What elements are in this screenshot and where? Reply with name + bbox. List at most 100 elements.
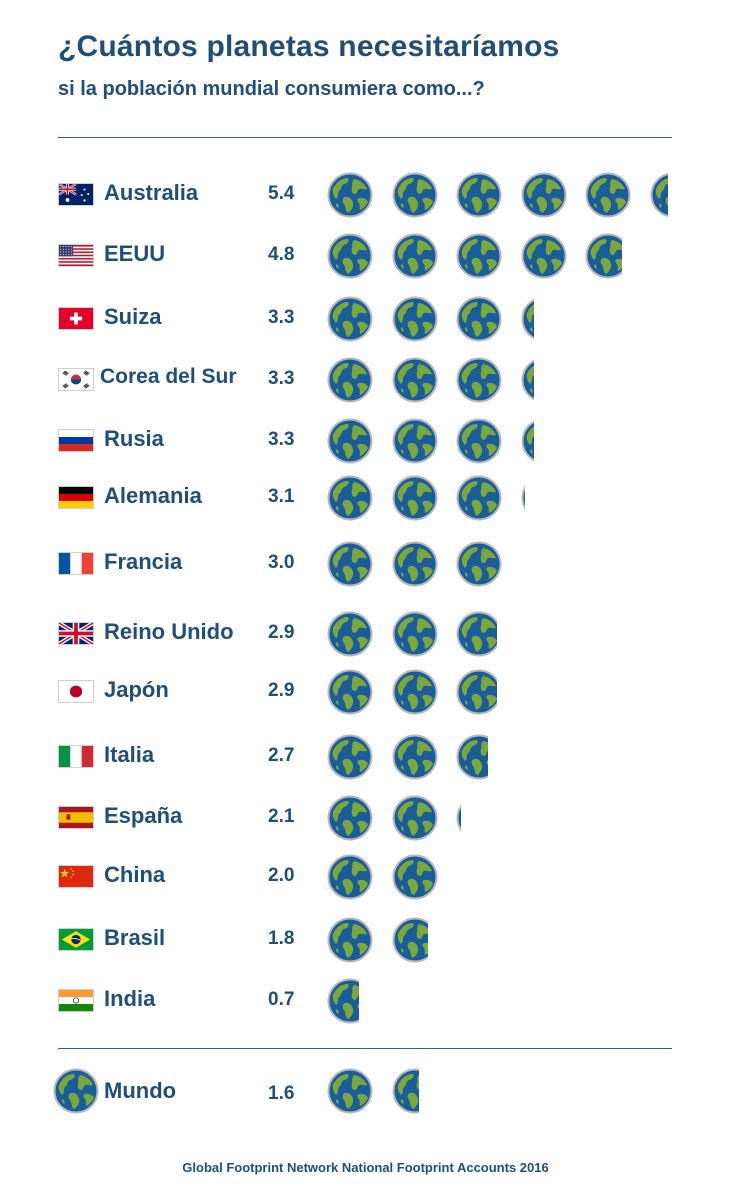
planet-bar bbox=[327, 917, 671, 963]
globe-icon bbox=[392, 418, 438, 464]
globe-icon bbox=[521, 233, 567, 279]
globe-icon bbox=[456, 296, 502, 342]
planet-bar bbox=[327, 734, 671, 780]
south-korea-flag-icon bbox=[58, 368, 94, 391]
value-label: 3.3 bbox=[268, 429, 295, 450]
country-row: Brasil 1.8 bbox=[0, 917, 731, 963]
globe-icon bbox=[327, 734, 373, 780]
usa-flag-icon bbox=[58, 244, 94, 267]
globe-icon bbox=[456, 233, 502, 279]
globe-icon bbox=[327, 541, 373, 587]
planet-bar bbox=[327, 611, 671, 657]
globe-icon bbox=[456, 172, 502, 218]
country-row: Alemania 3.1 bbox=[0, 475, 731, 521]
country-label: Australia bbox=[104, 180, 199, 205]
globe-icon bbox=[392, 917, 429, 963]
globe-icon bbox=[392, 734, 438, 780]
germany-flag-icon bbox=[58, 486, 94, 509]
globe-icon bbox=[392, 172, 438, 218]
world-row: Mundo 1.6 bbox=[0, 1068, 731, 1114]
globe-icon bbox=[327, 669, 373, 715]
globe-icon bbox=[327, 1068, 373, 1114]
country-row: Suiza 3.3 bbox=[0, 296, 731, 342]
globe-icon bbox=[327, 296, 373, 342]
globe-icon bbox=[521, 172, 567, 218]
china-flag-icon bbox=[58, 865, 94, 888]
value-label: 2.9 bbox=[268, 622, 295, 643]
world-globes bbox=[327, 1068, 671, 1114]
globe-icon bbox=[327, 795, 373, 841]
globe-icon bbox=[392, 296, 438, 342]
globe-icon bbox=[456, 795, 461, 841]
planet-bar bbox=[327, 357, 671, 403]
globe-icon bbox=[327, 357, 373, 403]
globe-icon bbox=[456, 541, 502, 587]
globe-icon bbox=[327, 917, 373, 963]
value-label: 3.1 bbox=[268, 486, 295, 507]
globe-icon bbox=[327, 172, 373, 218]
globe-icon bbox=[392, 854, 438, 900]
japan-flag-icon bbox=[58, 680, 94, 703]
value-label: 3.3 bbox=[268, 307, 295, 328]
globe-icon bbox=[392, 475, 438, 521]
world-label: Mundo bbox=[104, 1078, 177, 1103]
country-label: EEUU bbox=[104, 241, 166, 266]
globe-icon bbox=[456, 611, 498, 657]
globe-icon bbox=[456, 734, 489, 780]
planet-bar bbox=[327, 978, 671, 1024]
planet-bar bbox=[327, 475, 671, 521]
country-row: Corea del Sur 3.3 bbox=[0, 357, 731, 403]
planet-bar bbox=[327, 296, 671, 342]
country-label: Brasil bbox=[104, 925, 166, 950]
globe-icon bbox=[392, 1068, 420, 1114]
value-label: 2.1 bbox=[268, 806, 295, 827]
globe-icon bbox=[53, 1068, 99, 1114]
country-label: Alemania bbox=[104, 483, 202, 508]
spain-flag-icon bbox=[58, 806, 94, 829]
country-label: India bbox=[104, 986, 156, 1011]
country-label: Suiza bbox=[104, 304, 162, 329]
value-label: 2.7 bbox=[268, 745, 295, 766]
page-subtitle: si la población mundial consumiera como.… bbox=[58, 78, 485, 100]
planet-bar bbox=[327, 795, 671, 841]
india-flag-icon bbox=[58, 989, 94, 1012]
uk-flag-icon bbox=[58, 622, 94, 645]
country-label: Rusia bbox=[104, 426, 164, 451]
globe-icon bbox=[456, 475, 502, 521]
country-label: Italia bbox=[104, 742, 155, 767]
value-label: 2.0 bbox=[268, 865, 295, 886]
planet-bar bbox=[327, 541, 671, 587]
country-label: Reino Unido bbox=[104, 619, 234, 644]
country-row: Reino Unido 2.9 bbox=[0, 611, 731, 657]
globe-icon bbox=[521, 475, 526, 521]
globe-icon bbox=[585, 172, 631, 218]
value-label: 4.8 bbox=[268, 244, 295, 265]
country-row: Francia 3.0 bbox=[0, 541, 731, 587]
value-label: 1.8 bbox=[268, 928, 295, 949]
value-label: 0.7 bbox=[268, 989, 295, 1010]
value-label: 2.9 bbox=[268, 680, 295, 701]
country-row: EEUU 4.8 bbox=[0, 233, 731, 279]
globe-icon bbox=[521, 418, 535, 464]
planet-bar bbox=[327, 233, 671, 279]
switzerland-flag-icon bbox=[58, 307, 94, 330]
globe-icon bbox=[327, 418, 373, 464]
globe-icon bbox=[392, 233, 438, 279]
country-row: Australia 5.4 bbox=[0, 172, 731, 218]
world-value: 1.6 bbox=[268, 1083, 295, 1104]
globe-icon bbox=[392, 795, 438, 841]
globe-icon bbox=[392, 357, 438, 403]
globe-icon bbox=[392, 669, 438, 715]
top-divider bbox=[58, 137, 672, 138]
globe-icon bbox=[327, 854, 373, 900]
australia-flag-icon bbox=[58, 183, 94, 206]
globe-icon bbox=[650, 172, 668, 218]
globe-icon bbox=[327, 475, 373, 521]
globe-icon bbox=[327, 233, 373, 279]
globe-icon bbox=[392, 611, 438, 657]
italy-flag-icon bbox=[58, 745, 94, 768]
page-title: ¿Cuántos planetas necesitaríamos bbox=[58, 30, 560, 63]
bottom-divider bbox=[58, 1048, 672, 1049]
planet-bar bbox=[327, 854, 671, 900]
globe-icon bbox=[521, 357, 535, 403]
